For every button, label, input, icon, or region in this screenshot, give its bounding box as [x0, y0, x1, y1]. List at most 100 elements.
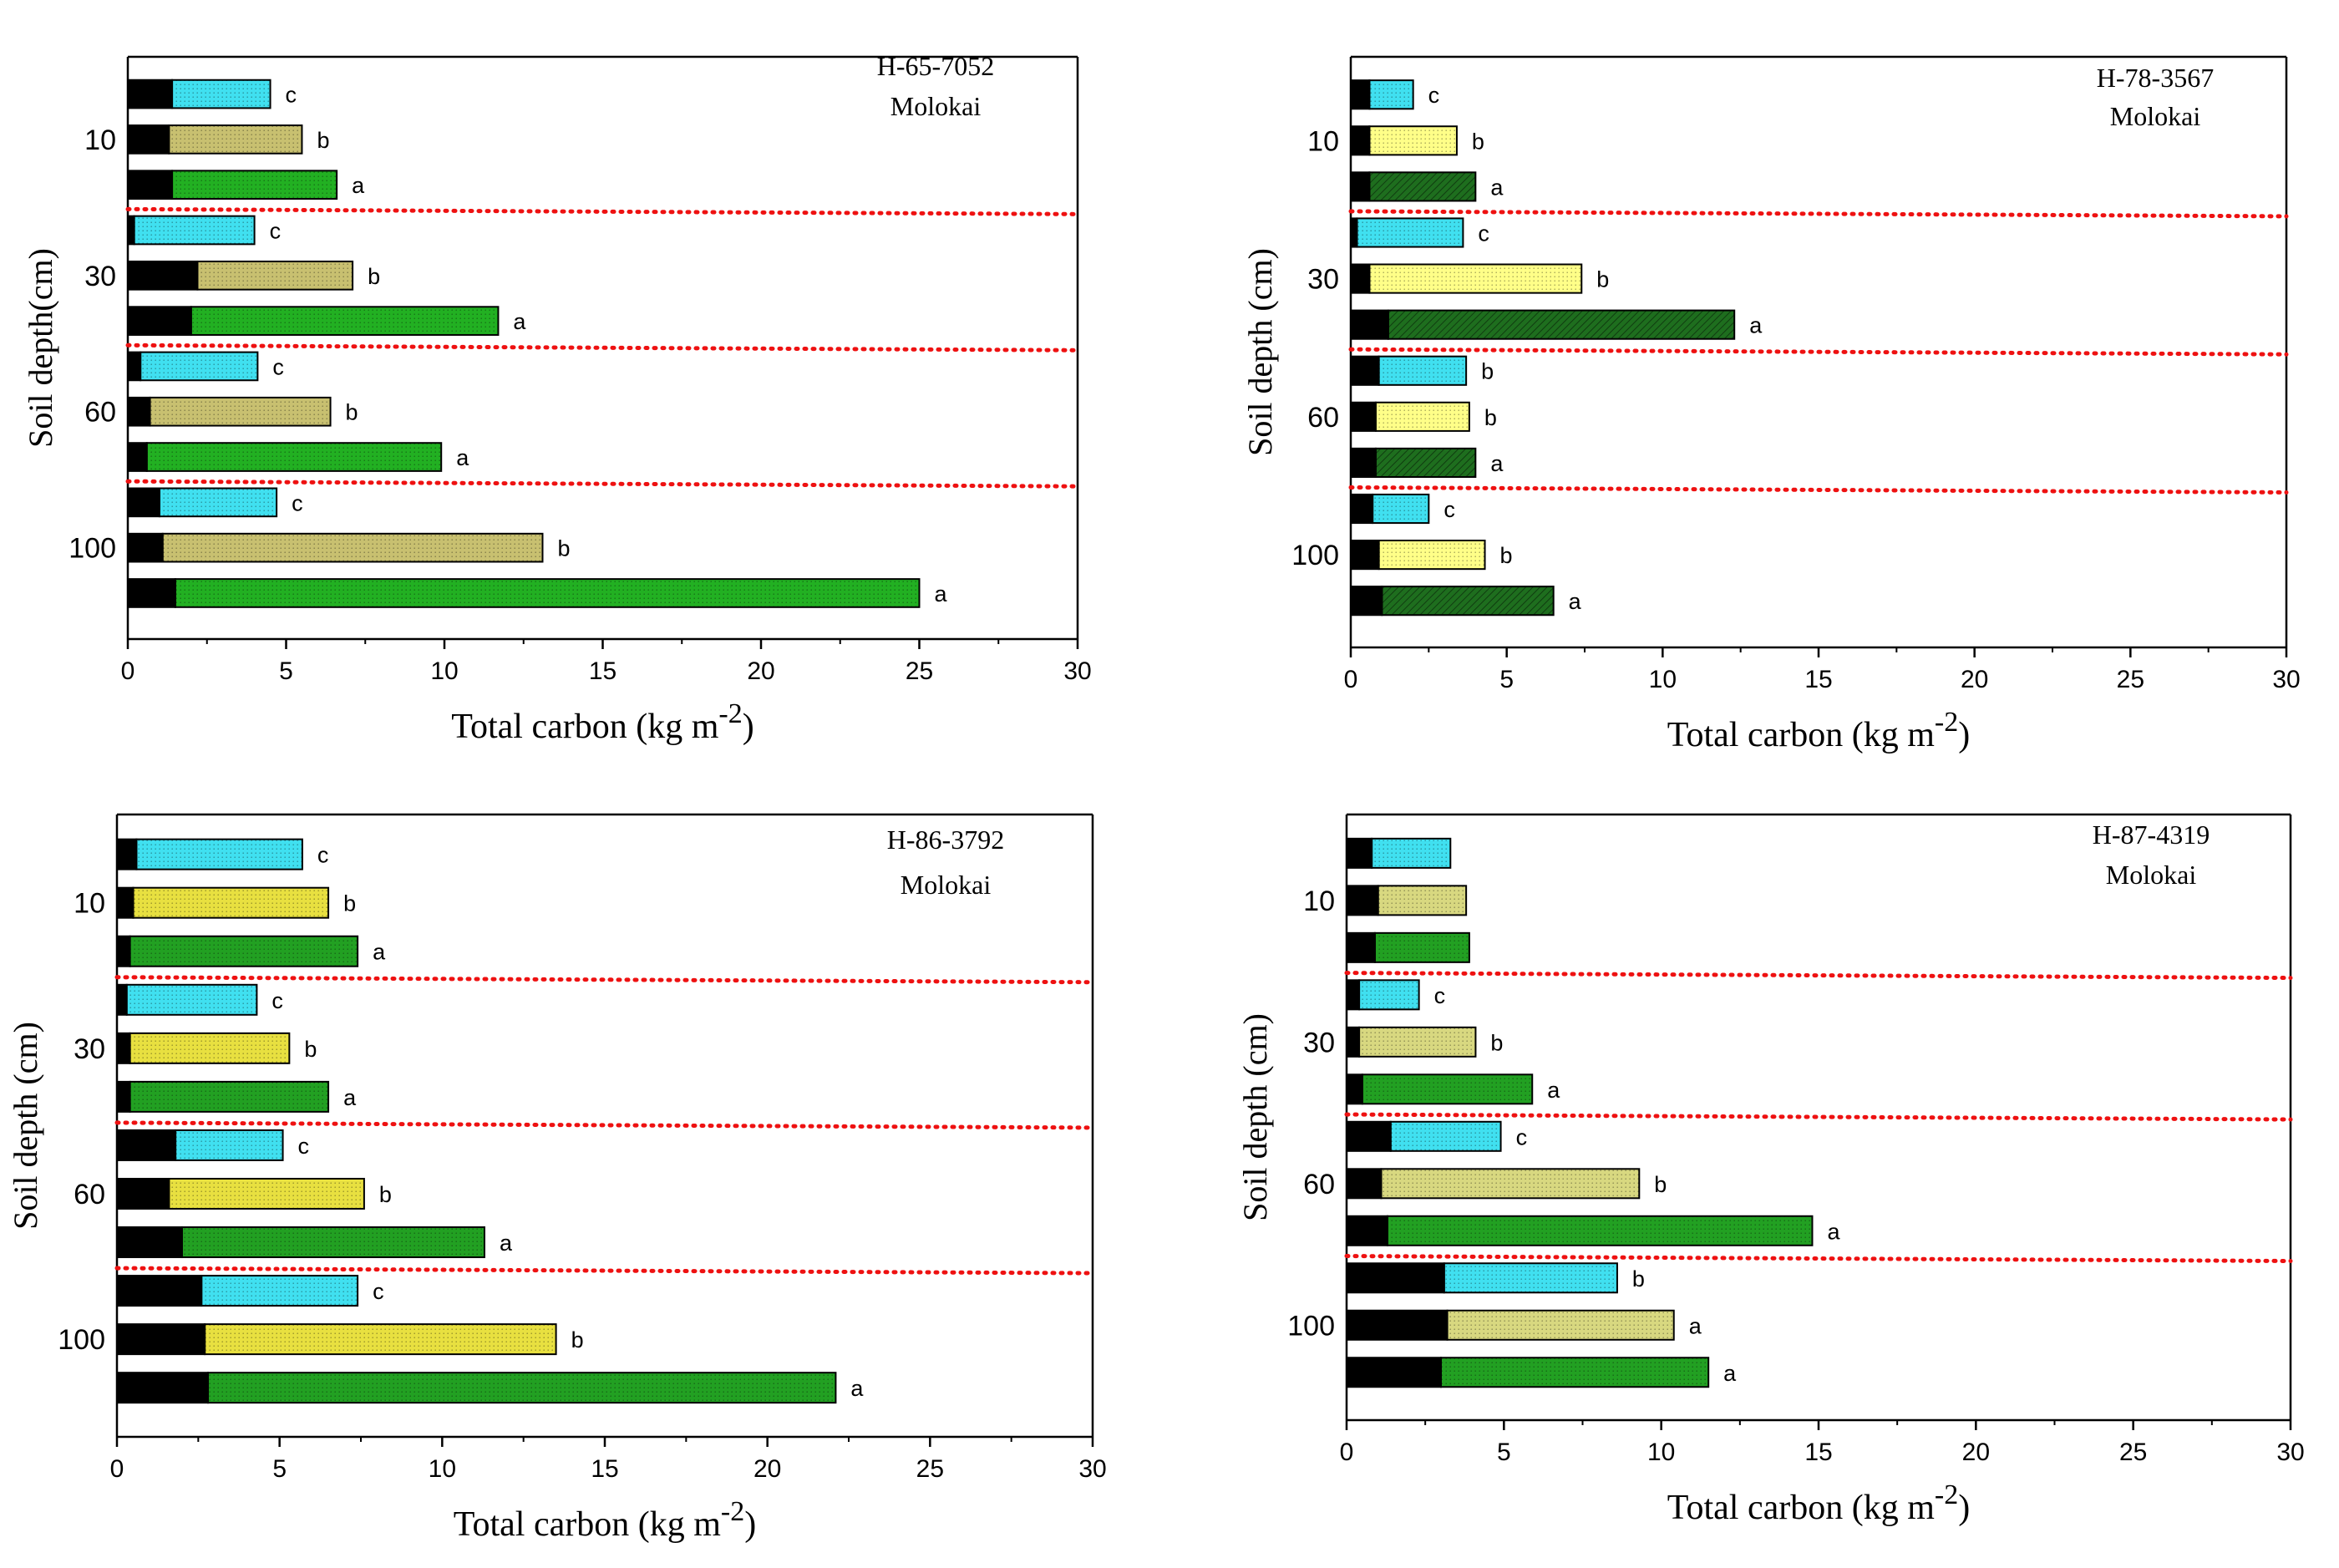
bar-base [116, 1226, 183, 1259]
bar-texture [1388, 310, 1735, 339]
x-axis-label-text: Total carbon (kg m [1667, 1489, 1935, 1527]
bar-base [1350, 309, 1389, 340]
bar-letter: b [571, 1327, 584, 1352]
depth-separator [125, 479, 1080, 489]
bar-letter: a [1547, 1078, 1560, 1103]
bar-letter: a [513, 309, 526, 334]
bar-base [116, 1129, 177, 1161]
bar-letter: c [292, 490, 303, 515]
bar-base [1350, 493, 1374, 525]
bar-texture [1369, 126, 1457, 155]
bar-letter: b [557, 536, 570, 561]
x-axis-label-sup: -2 [1935, 707, 1958, 738]
x-axis-label-text: Total carbon (kg m [454, 1505, 721, 1544]
x-tick-label: 30 [1078, 1455, 1106, 1483]
depth-separator [114, 1266, 1095, 1276]
x-tick-label: 15 [1804, 666, 1832, 693]
bar-base [1350, 263, 1371, 294]
bar-texture [1369, 264, 1582, 293]
bar-texture [205, 1324, 556, 1355]
depth-separator [1348, 347, 2289, 357]
bar-base [116, 1080, 131, 1113]
bar-base [116, 1275, 203, 1307]
bar-base [1346, 931, 1376, 963]
bar-letter: a [1569, 589, 1582, 614]
bar-texture [169, 125, 302, 154]
bar-letter: c [1478, 221, 1489, 246]
bar-letter: b [1500, 543, 1513, 568]
x-tick-label: 20 [1962, 1439, 1990, 1466]
bar-letter: a [850, 1376, 864, 1401]
bar-letter: b [1596, 267, 1609, 292]
bar-texture [172, 170, 337, 200]
y-axis-label: Soil depth(cm) [22, 248, 59, 448]
x-tick-label: 25 [916, 1455, 944, 1483]
depth-label: 10 [74, 888, 105, 920]
bar-texture [181, 1227, 485, 1258]
bar-letter: c [286, 83, 297, 108]
bar-texture [172, 79, 271, 109]
bar-texture [159, 488, 277, 517]
x-axis-label-sup: -2 [1935, 1479, 1958, 1510]
bar-texture [126, 984, 257, 1015]
bar-base [116, 1323, 206, 1356]
bar-letter: a [1689, 1313, 1702, 1338]
chart-title: H-86-3792 [887, 825, 1004, 855]
x-axis-label-close: ) [1958, 1489, 1970, 1527]
bar-letter: b [1632, 1266, 1645, 1291]
x-tick-label: 0 [121, 657, 135, 685]
x-tick-label: 10 [1649, 666, 1677, 693]
depth-label: 60 [1303, 1169, 1335, 1200]
bar-texture [1362, 1074, 1533, 1104]
depth-label: 10 [1303, 885, 1335, 917]
bar-texture [201, 1276, 358, 1307]
depth-separator [1348, 485, 2289, 495]
depth-separator [114, 975, 1095, 985]
x-tick-label: 20 [753, 1455, 781, 1483]
bar-base [1346, 1168, 1383, 1200]
bar-letter: c [270, 219, 282, 244]
bar-base [1350, 79, 1371, 110]
bar-base [127, 351, 142, 382]
x-tick-label: 30 [2272, 666, 2300, 693]
x-axis-label: Total carbon (kg m-2) [454, 1496, 756, 1544]
x-tick-label: 0 [1344, 666, 1358, 693]
y-axis-label: Soil depth (cm) [7, 1022, 44, 1230]
x-tick-label: 0 [110, 1455, 124, 1483]
depth-separator [1344, 1112, 2293, 1122]
x-axis-label-text: Total carbon (kg m [451, 708, 718, 746]
bar-base [127, 396, 151, 427]
bar-letter: c [317, 843, 329, 868]
depth-label: 100 [58, 1324, 105, 1356]
bar-texture [129, 1081, 329, 1112]
bar-base [1346, 1262, 1445, 1294]
bar-texture [175, 579, 920, 607]
bar-texture [129, 1033, 290, 1063]
bar-texture [190, 307, 499, 335]
bar-texture [197, 261, 353, 290]
bar-base [127, 306, 192, 336]
bar-texture [1382, 586, 1554, 616]
bar-letter: b [304, 1037, 317, 1062]
depth-label: 60 [84, 397, 116, 429]
bar-texture [1378, 540, 1485, 570]
bar-base [127, 215, 135, 246]
bar-texture [146, 443, 442, 471]
bar-letter: c [1434, 983, 1446, 1008]
bar-letter: a [1827, 1219, 1840, 1244]
x-tick-label: 25 [906, 657, 933, 685]
x-axis-label-text: Total carbon (kg m [1667, 716, 1935, 754]
depth-separator [125, 343, 1080, 353]
chart-panel-4: 0 5 10 15 20 25 30 Total carbon (kg m-2) Soil de… [1236, 813, 2305, 1527]
x-tick-label: 15 [1804, 1439, 1832, 1466]
y-axis-label: Soil depth (cm) [1236, 1013, 1274, 1221]
bar-texture [1387, 1215, 1813, 1246]
bar-base [1350, 125, 1371, 156]
bar-letter: a [935, 581, 948, 606]
bar-texture [1369, 172, 1476, 201]
bar-texture [1390, 1121, 1501, 1151]
x-tick-label: 20 [747, 657, 774, 685]
bar-base [1346, 1026, 1361, 1058]
x-axis-label-sup: -2 [718, 698, 742, 729]
x-axis-label: Total carbon (kg m-2) [451, 698, 753, 746]
